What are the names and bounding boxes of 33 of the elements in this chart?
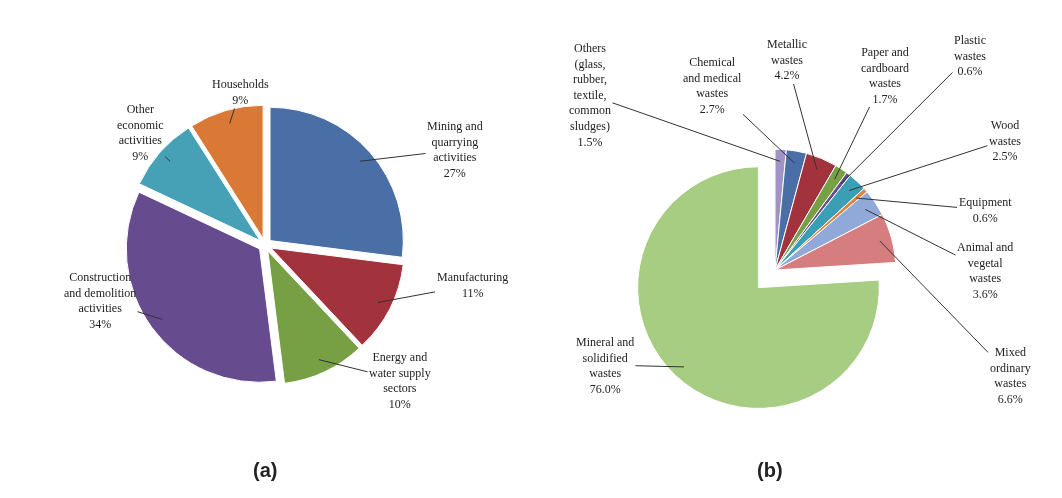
slice-label: Energy and water supply sectors — [369, 350, 431, 396]
data-label: 0.6% — [957, 64, 983, 79]
data-label: 10% — [388, 396, 411, 411]
data-label: 11% — [461, 285, 484, 300]
data-label: 2.5% — [992, 149, 1018, 164]
data-label: 9% — [132, 148, 149, 163]
data-label: 1.5% — [577, 134, 603, 149]
slice-label: Others (glass, rubber, textile, common sludges) — [569, 41, 611, 133]
slice-label: Chemical and medical wastes — [683, 55, 742, 101]
data-label: 27% — [443, 165, 466, 180]
data-label: 1.7% — [872, 91, 898, 106]
data-label: 34% — [89, 316, 112, 331]
text: (b) — [757, 459, 783, 481]
slice-label: Plastic wastes — [954, 33, 987, 63]
slice-label: Manufacturing — [437, 270, 509, 284]
data-label: 3.6% — [972, 286, 998, 301]
slice-label: Households — [212, 77, 269, 91]
data-label: 9% — [232, 92, 249, 107]
text: (a) — [253, 459, 278, 481]
data-label: 4.2% — [774, 68, 800, 83]
data-label: 76.0% — [589, 381, 621, 396]
slice-label: Mining and quarrying activities — [427, 119, 483, 165]
slice-label: Mixed ordinary wastes — [990, 345, 1031, 391]
data-label: 0.6% — [972, 210, 998, 225]
data-label: 2.7% — [699, 101, 725, 116]
slice-label: Other economic activities — [117, 102, 164, 148]
slice-label: Metallic wastes — [767, 37, 807, 67]
slice-label: Wood wastes — [989, 118, 1022, 148]
slice-label: Animal and vegetal wastes — [957, 240, 1014, 286]
data-label: 6.6% — [997, 391, 1023, 406]
slice-label: Equipment — [959, 195, 1013, 209]
slice-label: Paper and cardboard wastes — [861, 45, 909, 91]
slice-label: Mineral and solidified wastes — [576, 335, 635, 381]
